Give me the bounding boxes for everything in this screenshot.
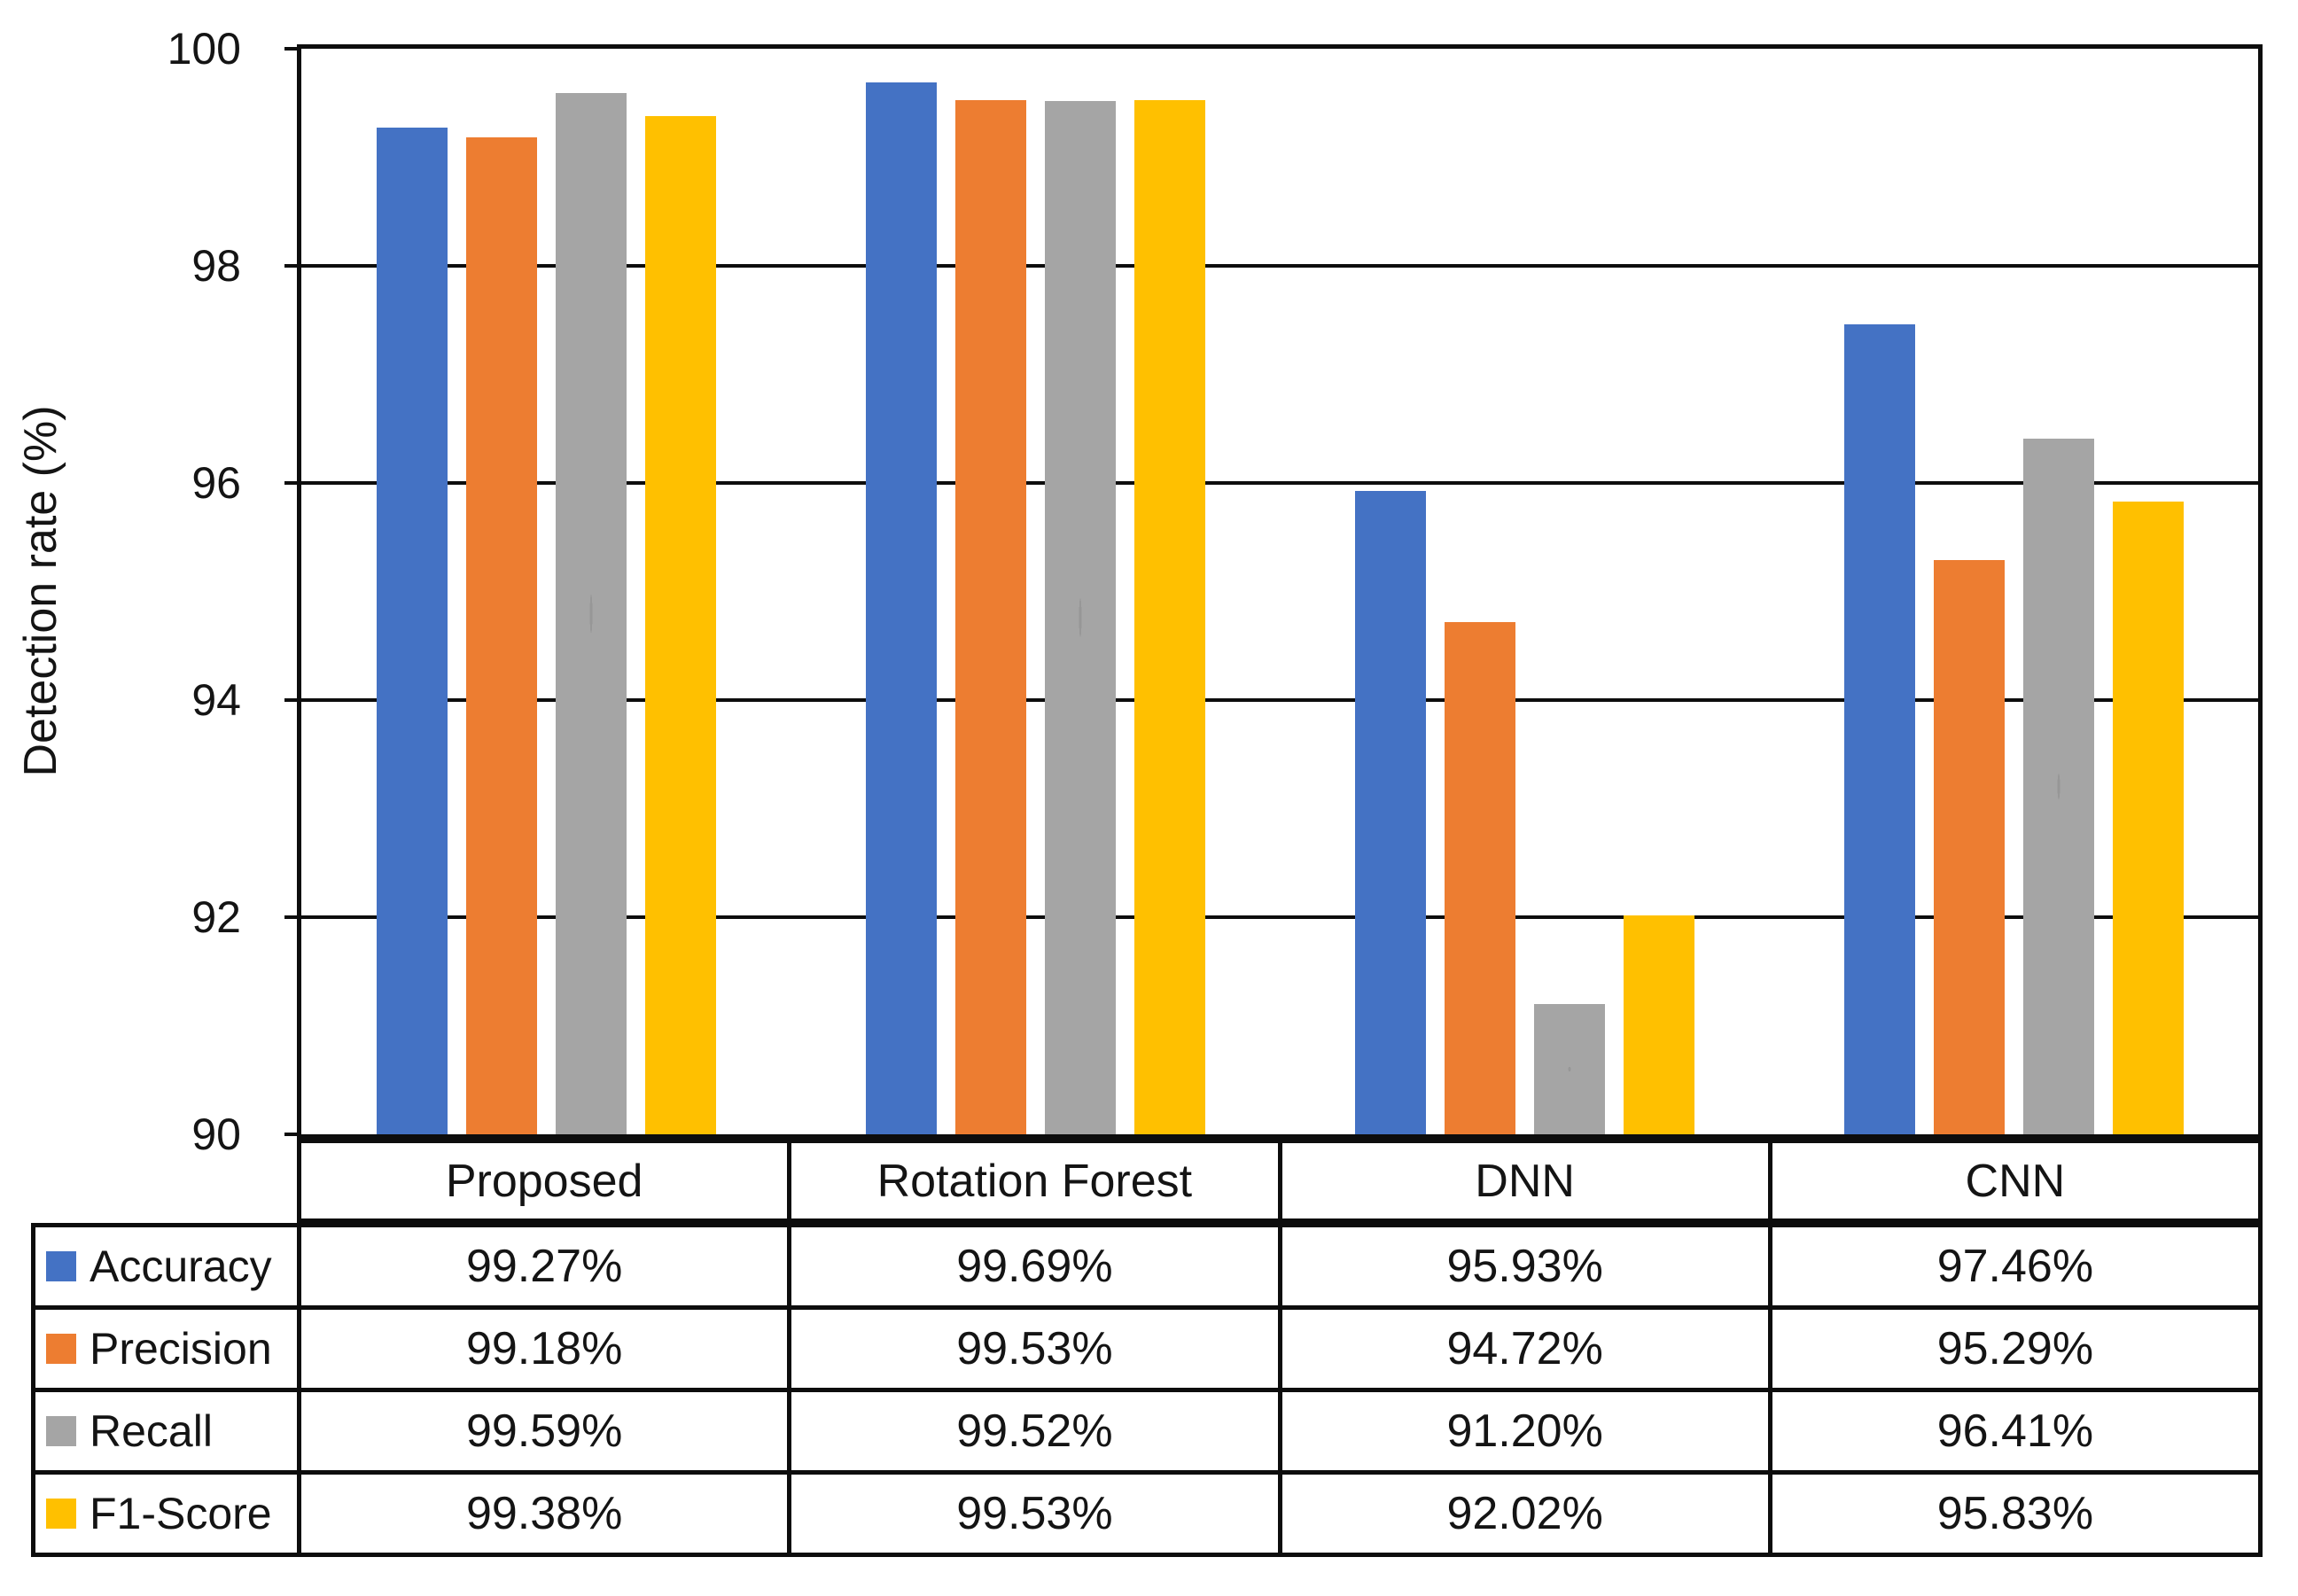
value-cell-f1-score-proposed: 99.38% — [301, 1475, 788, 1553]
legend-swatch-accuracy-icon — [46, 1251, 76, 1281]
legend-cell-f1-score: F1-Score — [35, 1475, 297, 1553]
value-cell-accuracy-rotation-forest: 99.69% — [791, 1227, 1278, 1305]
category-header-row: Proposed Rotation Forest DNN CNN — [297, 1139, 2263, 1223]
category-header-rotation-forest: Rotation Forest — [791, 1143, 1278, 1218]
value-cell-accuracy-dnn: 95.93% — [1281, 1227, 1768, 1305]
bar-group-dnn — [1280, 49, 1769, 1134]
tick-mark-100 — [284, 47, 298, 51]
bar-precision-proposed — [465, 137, 537, 1134]
legend-cell-precision: Precision — [35, 1310, 297, 1388]
value-cell-precision-dnn: 94.72% — [1281, 1310, 1768, 1388]
value-cell-recall-cnn: 96.41% — [1772, 1392, 2258, 1470]
y-tick-label-94: 94 — [191, 675, 241, 725]
legend-label-f1-score: F1-Score — [90, 1489, 272, 1538]
value-cell-f1-score-dnn: 92.02% — [1281, 1475, 1768, 1553]
value-cell-recall-rotation-forest: 99.52% — [791, 1392, 1278, 1470]
y-tick-label-90: 90 — [191, 1109, 241, 1159]
y-tick-label-100: 100 — [167, 24, 241, 74]
value-cell-f1-score-cnn: 95.83% — [1772, 1475, 2258, 1553]
value-cell-f1-score-rotation-forest: 99.53% — [791, 1475, 1278, 1553]
value-cell-recall-proposed: 99.59% — [301, 1392, 788, 1470]
value-cell-recall-dnn: 91.20% — [1281, 1392, 1768, 1470]
bar-group-proposed — [301, 49, 791, 1134]
legend-swatch-recall-icon — [46, 1416, 76, 1446]
y-tick-label-92: 92 — [191, 892, 241, 942]
bar-f1-score-dnn — [1623, 915, 1694, 1134]
legend-label-accuracy: Accuracy — [90, 1242, 272, 1291]
y-tick-label-96: 96 — [191, 458, 241, 508]
bar-f1-score-cnn — [2112, 501, 2184, 1134]
legend-cell-recall: Recall — [35, 1392, 297, 1470]
plot-area — [284, 44, 2263, 1139]
bar-accuracy-proposed — [376, 128, 448, 1134]
value-cell-precision-proposed: 99.18% — [301, 1310, 788, 1388]
legend-label-precision: Precision — [90, 1324, 272, 1374]
bar-recall-cnn — [2022, 438, 2094, 1134]
bar-f1-score-rotation-forest — [1133, 99, 1205, 1134]
bar-recall-rotation-forest — [1044, 100, 1116, 1134]
legend-label-recall: Recall — [90, 1406, 213, 1456]
data-table: Accuracy 99.27% 99.69% 95.93% 97.46% Precisio… — [31, 1223, 2263, 1557]
bar-recall-dnn — [1533, 1004, 1605, 1134]
category-header-dnn: DNN — [1281, 1143, 1768, 1218]
gridline-92 — [301, 915, 2258, 919]
tick-mark-90 — [284, 1133, 298, 1136]
value-cell-accuracy-proposed: 99.27% — [301, 1227, 788, 1305]
legend-cell-accuracy: Accuracy — [35, 1227, 297, 1305]
legend-swatch-precision-icon — [46, 1334, 76, 1364]
category-header-cnn: CNN — [1772, 1143, 2258, 1218]
bar-precision-dnn — [1444, 621, 1515, 1134]
tick-mark-96 — [284, 481, 298, 485]
value-cell-precision-cnn: 95.29% — [1772, 1310, 2258, 1388]
tick-mark-94 — [284, 698, 298, 702]
value-cell-precision-rotation-forest: 99.53% — [791, 1310, 1278, 1388]
bar-accuracy-dnn — [1354, 490, 1426, 1134]
value-cell-accuracy-cnn: 97.46% — [1772, 1227, 2258, 1305]
bar-accuracy-rotation-forest — [865, 82, 937, 1134]
bar-group-cnn — [1769, 49, 2258, 1134]
category-header-proposed: Proposed — [301, 1143, 788, 1218]
gridline-94 — [301, 698, 2258, 702]
tick-mark-92 — [284, 915, 298, 919]
bar-precision-cnn — [1933, 559, 2005, 1134]
bar-precision-rotation-forest — [954, 99, 1026, 1134]
gridline-98 — [301, 264, 2258, 268]
y-tick-label-98: 98 — [191, 241, 241, 291]
bar-recall-proposed — [555, 93, 627, 1134]
legend-swatch-f1-score-icon — [46, 1499, 76, 1529]
bar-accuracy-cnn — [1843, 324, 1915, 1134]
bar-groups — [301, 49, 2258, 1134]
tick-mark-98 — [284, 264, 298, 268]
bar-group-rotation-forest — [791, 49, 1280, 1134]
gridline-96 — [301, 481, 2258, 485]
bar-f1-score-proposed — [644, 115, 716, 1134]
